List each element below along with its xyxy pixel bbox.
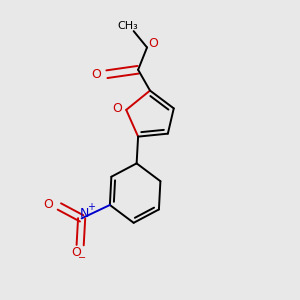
Text: O: O <box>148 37 158 50</box>
Text: O: O <box>71 246 81 259</box>
Text: +: + <box>87 202 94 212</box>
Text: O: O <box>44 199 53 212</box>
Text: CH₃: CH₃ <box>117 21 138 31</box>
Text: O: O <box>92 68 101 81</box>
Text: N: N <box>79 207 89 220</box>
Text: −: − <box>78 253 86 263</box>
Text: O: O <box>112 103 122 116</box>
